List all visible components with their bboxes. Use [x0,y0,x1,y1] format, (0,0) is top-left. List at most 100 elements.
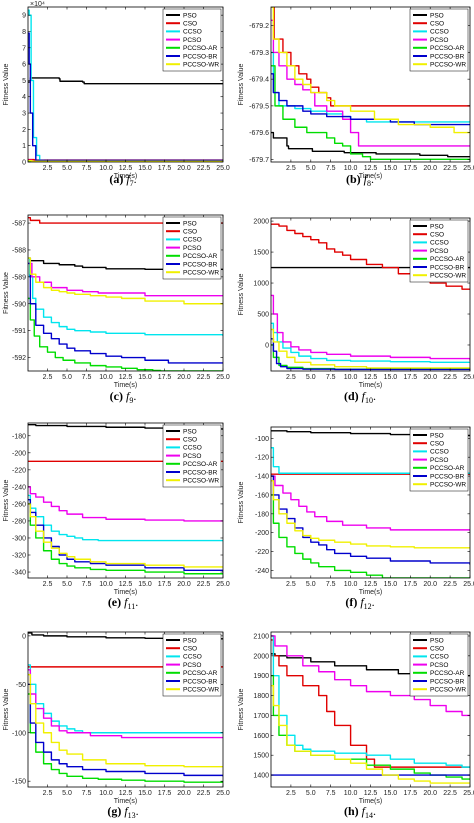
x-tick-label: 5.0 [306,790,316,797]
x-tick-label: 20.0 [423,581,437,588]
caption-period: . [373,804,376,818]
panel-caption: (c) f9. [110,389,137,405]
caption-letter: (e) [108,595,124,609]
series-line-pccso-br [28,262,223,364]
series-line-ccso [271,322,470,364]
series-line-ccso [271,635,470,768]
panel-caption: (a) f7. [109,172,136,188]
legend-label-cso: CSO [183,437,197,444]
legend-label-pcso: PCSO [430,248,448,255]
y-tick-label: -100 [12,730,26,737]
series-lines [271,635,470,784]
x-axis-label: Time(s) [359,798,382,805]
legend-label-pccso-ar: PCCSO-AR [430,45,465,52]
caption-period: . [134,172,137,186]
series-line-pccso-br [271,475,470,565]
legend-label-pso: PSO [430,223,444,230]
x-tick-label: 15.0 [384,790,398,797]
legend-label-ccso: CCSO [430,240,449,247]
y-tick-label: -679.5 [249,103,269,110]
y-tick-label: 1600 [253,733,269,740]
x-tick-label: 12.5 [364,581,378,588]
x-tick-label: 10.0 [344,581,358,588]
x-tick-label: 25.0 [463,374,474,381]
series-line-pso [28,257,223,271]
chart-panel-f10: 2.5 5.0 7.5 10.0 12.5 15.0 17.5 20.0 22.5 25.0 0 50… [238,217,474,405]
series-line-pccso-ar [271,494,470,578]
legend-label-pso: PSO [183,220,197,227]
caption-subscript: 12 [364,602,372,611]
caption-letter: (a) [109,172,126,186]
series-line-cso [28,216,223,224]
caption-letter: (c) [110,389,126,403]
caption-function: f [364,172,369,186]
y-axis-label: Fitness Value [3,479,10,521]
y-axis-label: Fitness Value [238,273,245,315]
legend-label-pso: PSO [183,637,197,644]
series-line-pcso [271,294,470,361]
series-line-pcso [28,669,223,739]
legend-label-pso: PSO [183,12,197,19]
y-tick-label: -592 [12,355,26,362]
series-line-pccso-br [271,338,470,371]
legend-label-ccso: CCSO [430,654,449,661]
x-tick-label: 22.5 [197,165,211,172]
chart-panel-f13: 2.5 5.0 7.5 10.0 12.5 15.0 17.5 20.0 22.5 25.0 0 -5… [3,631,230,820]
y-tick-label: -120 [255,455,269,462]
legend-label-pccso-wr: PCCSO-WR [183,687,219,694]
x-tick-label: 7.5 [326,165,336,172]
x-tick-label: 25.0 [216,374,230,381]
legend-label-pcso: PCSO [430,457,448,464]
x-tick-label: 20.0 [423,790,437,797]
legend-label-pccso-ar: PCCSO-AR [183,670,218,677]
caption-function: f [124,804,129,818]
legend-label-pccso-ar: PCCSO-AR [430,670,465,677]
x-tick-label: 7.5 [82,374,92,381]
series-line-cso [271,639,470,768]
x-axis-label: Time(s) [114,798,137,805]
y-multiplier: ×10⁴ [30,1,45,8]
x-tick-label: 20.0 [423,374,437,381]
caption-function: f [126,389,131,403]
x-tick-label: 20.0 [177,790,191,797]
caption-subscript: 11 [127,602,135,611]
x-tick-label: 15.0 [138,165,152,172]
chart-panel-f14: 2.5 5.0 7.5 10.0 12.5 15.0 17.5 20.0 22.5 25.0 140… [238,631,474,820]
y-tick-label: 2100 [253,633,269,640]
caption-period: . [372,595,375,609]
series-line-pccso-wr [28,503,223,568]
caption-period: . [371,172,374,186]
x-tick-label: 22.5 [443,374,457,381]
x-tick-label: 10.0 [99,374,113,381]
series-line-pccso-wr [271,7,470,134]
legend-label-pcso: PCSO [183,245,201,252]
x-tick-label: 5.0 [306,374,316,381]
x-tick-label: 25.0 [216,790,230,797]
x-tick-label: 2.5 [43,165,53,172]
series-line-pccso-br [28,32,223,162]
legend-label-ccso: CCSO [183,445,202,452]
x-tick-label: 2.5 [43,374,53,381]
legend-label-pso: PSO [430,637,444,644]
x-tick-label: 22.5 [197,374,211,381]
x-tick-label: 17.5 [158,374,172,381]
series-line-pcso [271,475,470,531]
x-tick-label: 25.0 [216,165,230,172]
y-tick-label: -220 [255,549,269,556]
series-line-pccso-ar [28,503,223,575]
y-tick-label: -50 [16,682,26,689]
series-line-pccso-ar [271,65,470,161]
x-tick-label: 5.0 [62,790,72,797]
y-axis-label: Fitness Value [238,63,245,105]
x-tick-label: 17.5 [403,790,417,797]
y-tick-label: -679.7 [249,157,269,164]
series-line-pccso-wr [28,673,223,768]
x-tick-label: 5.0 [306,165,316,172]
caption-period: . [135,595,138,609]
x-tick-label: 7.5 [82,581,92,588]
x-tick-label: 10.0 [99,165,113,172]
y-axis-label: Fitness Value [238,688,245,730]
y-tick-label: 0 [265,342,269,349]
caption-subscript: 9 [129,396,133,405]
